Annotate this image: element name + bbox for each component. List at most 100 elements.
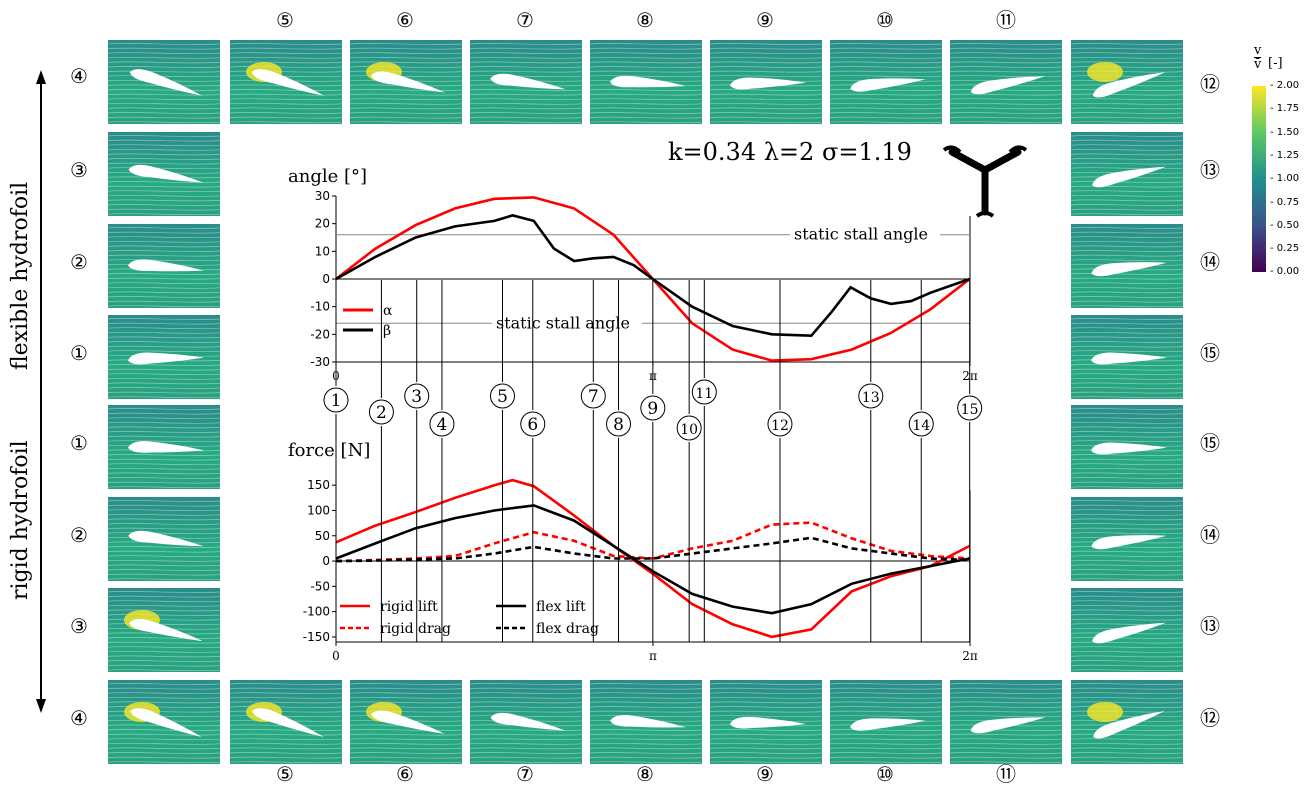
bottom-11-label: ⑪ — [996, 762, 1016, 786]
bottom-6-label: ⑥ — [396, 762, 414, 786]
bottom-6-tile — [350, 680, 462, 764]
right-rigid-12-label: ⑫ — [1200, 706, 1220, 730]
right-rigid-15-label: ⑮ — [1200, 431, 1220, 455]
colorbar-tick: - 1.75 — [1270, 103, 1300, 115]
y-tick-label: 0 — [322, 272, 330, 286]
marker-circle — [489, 383, 515, 409]
left-rigid-4-label: ④ — [70, 706, 88, 730]
top-10-tile — [830, 40, 942, 124]
top-8-tile — [590, 40, 702, 124]
top-11-label: ⑪ — [996, 8, 1016, 32]
marker-number: 8 — [613, 415, 624, 435]
marker-number: 7 — [588, 387, 599, 407]
right-rigid-13-tile — [1071, 588, 1183, 672]
legend-label: β — [383, 323, 391, 339]
right-flex-14-tile — [1071, 224, 1183, 308]
marker-number: 13 — [862, 390, 880, 406]
x-tick-label: 0 — [332, 649, 340, 663]
left-rigid-2-label: ② — [70, 523, 88, 547]
marker-number: 14 — [912, 418, 930, 434]
legend-label: α — [383, 303, 393, 319]
y-tick-label: -20 — [310, 327, 330, 341]
colorbar-tick: - 0.50 — [1270, 219, 1300, 231]
colorbar-tick: - 0.00 — [1270, 266, 1300, 278]
top-9-tile — [710, 40, 822, 124]
top-9-label: ⑨ — [756, 8, 774, 32]
top-5-label: ⑤ — [276, 8, 294, 32]
bottom-5-label: ⑤ — [276, 762, 294, 786]
stall-label: static stall angle — [496, 313, 630, 332]
marker-circle — [908, 411, 934, 437]
marker-number: 5 — [497, 387, 508, 407]
top-6-tile — [350, 40, 462, 124]
bottom-7-tile — [470, 680, 582, 764]
right-flex-12-tile — [1071, 40, 1183, 124]
top-10-label: ⑩ — [876, 8, 894, 32]
marker-circle — [676, 415, 702, 441]
marker-number: 9 — [647, 399, 658, 419]
marker-number: 4 — [437, 415, 448, 435]
y-tick-label: 50 — [315, 529, 330, 543]
y-axis-label: force [N] — [288, 440, 370, 461]
bottom-11-tile — [950, 680, 1062, 764]
legend-label: flex lift — [536, 599, 586, 615]
left-flex-3-label: ③ — [70, 158, 88, 182]
legend-label: rigid lift — [380, 599, 438, 615]
right-flex-14-label: ⑭ — [1200, 250, 1220, 274]
right-rigid-12-tile — [1071, 680, 1183, 764]
left-flex-3-tile — [108, 132, 220, 216]
bottom-9-label: ⑨ — [756, 762, 774, 786]
marker-circle — [691, 379, 717, 405]
x-tick-label: π — [649, 649, 657, 663]
marker-circle — [858, 383, 884, 409]
left-flex-4-label: ④ — [70, 64, 88, 88]
bottom-10-tile — [830, 680, 942, 764]
left-rigid-2-tile — [108, 497, 220, 581]
marker-number: 11 — [695, 386, 713, 402]
y-tick-label: 20 — [315, 217, 330, 231]
y-tick-label: 150 — [307, 478, 330, 492]
left-flex-2-tile — [108, 224, 220, 308]
right-flex-13-tile — [1071, 132, 1183, 216]
top-5-tile — [230, 40, 342, 124]
y-tick-label: 100 — [307, 503, 330, 517]
left-flex-2-label: ② — [70, 250, 88, 274]
y-tick-label: -30 — [310, 355, 330, 369]
colorbar-tick: - 2.00 — [1270, 80, 1300, 91]
colorbar-tick: - 1.25 — [1270, 149, 1300, 161]
colorbar-unit: [-] — [1268, 56, 1283, 71]
colorbar-tick: - 1.00 — [1270, 173, 1300, 185]
right-rigid-14-label: ⑭ — [1200, 523, 1220, 547]
right-flex-15-label: ⑮ — [1200, 341, 1220, 365]
colorbar-tick: - 0.75 — [1270, 196, 1300, 208]
marker-number: 3 — [411, 387, 422, 407]
y-tick-label: 0 — [322, 554, 330, 568]
y-axis-label: angle [°] — [288, 166, 367, 187]
legend-label: flex drag — [536, 621, 599, 637]
colorbar-tick: - 1.50 — [1270, 126, 1300, 138]
marker-number: 12 — [771, 418, 789, 434]
top-11-tile — [950, 40, 1062, 124]
right-flex-13-label: ⑬ — [1200, 158, 1220, 182]
marker-circle — [429, 411, 455, 437]
top-8-label: ⑧ — [636, 8, 654, 32]
left-flex-4-tile — [108, 40, 220, 124]
stall-label-bg — [790, 224, 940, 245]
marker-circle — [580, 383, 606, 409]
x-tick-label: 2π — [962, 649, 978, 663]
marker-circle — [957, 395, 983, 421]
colorbar-title-num: v — [1254, 43, 1262, 58]
stall-label-bg — [492, 313, 642, 334]
right-rigid-14-tile — [1071, 497, 1183, 581]
bottom-9-tile — [710, 680, 822, 764]
top-6-label: ⑥ — [396, 8, 414, 32]
marker-circle — [520, 411, 546, 437]
y-tick-label: 30 — [315, 189, 330, 203]
colorbar-title-den: v̄ — [1254, 57, 1262, 72]
marker-number: 2 — [376, 403, 387, 423]
colorbar-tick: - 0.25 — [1270, 243, 1300, 255]
turbine-icon — [942, 145, 1028, 218]
y-tick-label: -150 — [303, 630, 330, 644]
marker-circle — [323, 387, 349, 413]
